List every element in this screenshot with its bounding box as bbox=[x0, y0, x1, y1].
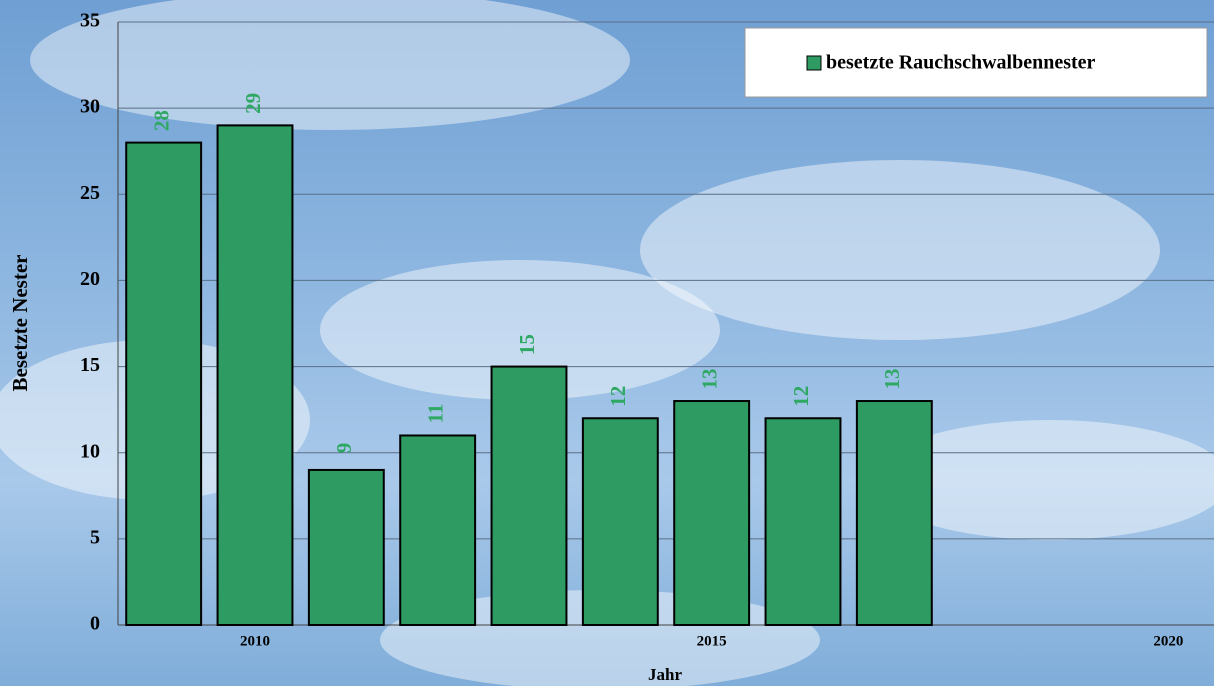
bar bbox=[764, 417, 842, 626]
x-tick-label: 2020 bbox=[1153, 633, 1183, 649]
bar bbox=[490, 365, 568, 626]
value-label: 9 bbox=[332, 443, 356, 454]
bar bbox=[307, 468, 385, 627]
value-label: 28 bbox=[149, 110, 173, 131]
value-label: 12 bbox=[606, 386, 630, 407]
value-label: 13 bbox=[880, 369, 904, 390]
bar bbox=[125, 141, 203, 626]
value-label: 11 bbox=[423, 404, 447, 424]
y-tick-label: 30 bbox=[80, 96, 100, 118]
y-tick-label: 35 bbox=[80, 10, 100, 32]
y-tick-label: 10 bbox=[80, 440, 100, 462]
value-label: 13 bbox=[697, 369, 721, 390]
y-tick-label: 5 bbox=[90, 526, 100, 548]
value-label: 15 bbox=[515, 334, 539, 355]
y-tick-label: 20 bbox=[80, 268, 100, 290]
bar bbox=[581, 417, 659, 626]
legend-box bbox=[744, 27, 1208, 98]
y-tick-label: 25 bbox=[80, 182, 100, 204]
bar bbox=[399, 434, 477, 626]
x-tick-label: 2015 bbox=[697, 633, 727, 649]
y-tick-label: 0 bbox=[90, 613, 100, 635]
value-label: 12 bbox=[789, 386, 813, 407]
x-tick-label: 2010 bbox=[240, 633, 270, 649]
y-tick-label: 15 bbox=[80, 354, 100, 376]
legend: besetzte Rauchschwalbennester bbox=[744, 27, 1208, 98]
legend-label: besetzte Rauchschwalbennester bbox=[826, 52, 1096, 74]
bar bbox=[673, 400, 751, 626]
value-label: 29 bbox=[241, 93, 265, 114]
bar bbox=[216, 124, 294, 626]
legend-swatch bbox=[806, 55, 822, 71]
x-axis-label: Jahr bbox=[648, 665, 682, 684]
y-axis-label: Besetzte Nester bbox=[8, 255, 32, 392]
bar bbox=[855, 400, 933, 626]
